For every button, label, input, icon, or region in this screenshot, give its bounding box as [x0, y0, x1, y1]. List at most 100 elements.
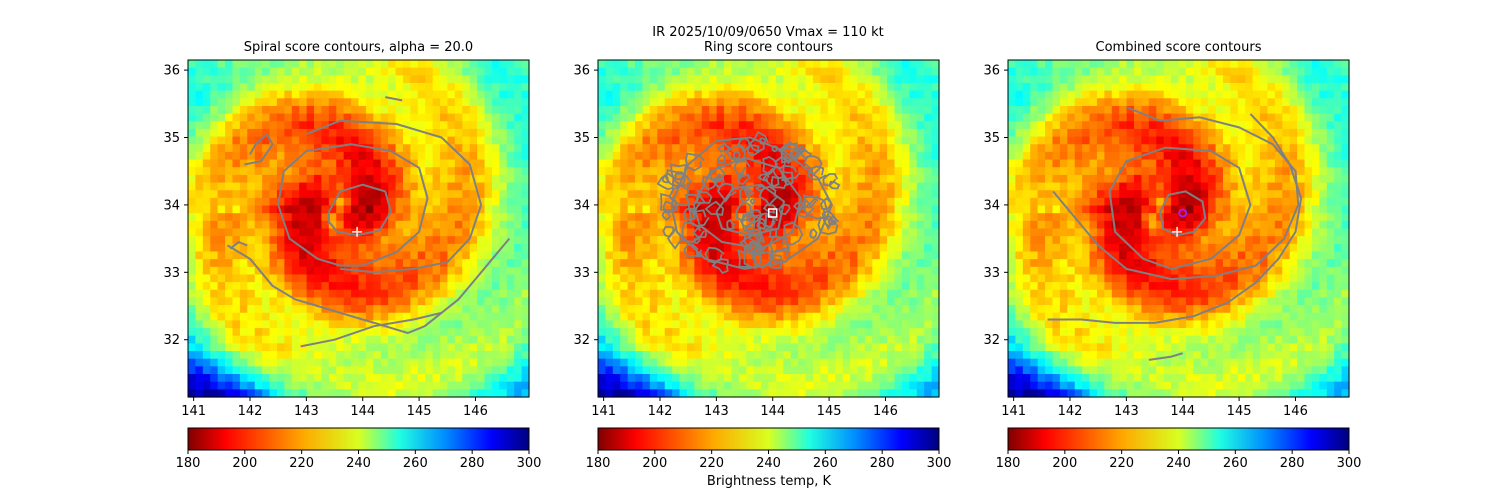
- heat-cell: [612, 205, 621, 214]
- heat-cell: [1089, 128, 1098, 138]
- heat-cell: [924, 113, 933, 122]
- heat-cell: [514, 259, 523, 268]
- heat-cell: [469, 144, 478, 153]
- heat-cell: [627, 381, 636, 390]
- heat-cell: [627, 366, 636, 375]
- heat-cell: [328, 128, 337, 138]
- heat-cell: [679, 251, 688, 260]
- heat-cell: [1082, 167, 1091, 176]
- heat-cell: [351, 251, 360, 260]
- heat-cell: [724, 75, 733, 84]
- heat-cell: [225, 136, 234, 145]
- heat-cell: [916, 128, 925, 138]
- heat-cell: [931, 312, 940, 322]
- heat-cell: [195, 259, 204, 268]
- heat-cell: [724, 197, 733, 207]
- heat-cell: [291, 289, 300, 299]
- heat-cell: [447, 167, 456, 176]
- heat-cell: [499, 174, 508, 184]
- heat-cell: [738, 274, 747, 283]
- heat-cell: [506, 144, 515, 153]
- heat-cell: [395, 113, 404, 122]
- heat-cell: [232, 190, 241, 199]
- heat-cell: [351, 243, 360, 253]
- heat-cell: [1059, 136, 1068, 145]
- heat-cell: [306, 82, 315, 92]
- heat-cell: [454, 289, 463, 299]
- heat-cell: [916, 213, 925, 222]
- heat-cell: [491, 389, 500, 398]
- heat-cell: [649, 151, 658, 161]
- heat-cell: [901, 98, 910, 107]
- heat-cell: [1274, 113, 1283, 122]
- heat-cell: [314, 82, 323, 92]
- heat-cell: [672, 374, 681, 383]
- heat-cell: [746, 98, 755, 107]
- heat-cell: [477, 190, 486, 199]
- heat-cell: [247, 228, 256, 237]
- heat-cell: [1148, 144, 1157, 153]
- heat-cell: [850, 98, 859, 107]
- heat-cell: [746, 136, 755, 145]
- heat-cell: [440, 266, 449, 276]
- heat-cell: [924, 335, 933, 344]
- ring-noise-contour: [780, 142, 800, 165]
- heat-cell: [931, 389, 940, 398]
- heat-cell: [358, 136, 367, 145]
- heat-cell: [672, 266, 681, 276]
- heat-cell: [247, 128, 256, 138]
- heat-cell: [395, 374, 404, 383]
- heat-cell: [835, 151, 844, 161]
- heat-cell: [395, 335, 404, 344]
- heat-cell: [1008, 113, 1017, 122]
- heat-cell: [620, 197, 629, 207]
- heat-cell: [314, 190, 323, 199]
- heat-cell: [694, 335, 703, 344]
- heat-cell: [931, 151, 940, 161]
- heat-cell: [306, 205, 315, 214]
- heat-cell: [901, 205, 910, 214]
- heat-cell: [1267, 167, 1276, 176]
- heat-cell: [798, 259, 807, 268]
- heat-cell: [827, 274, 836, 283]
- heat-cell: [909, 320, 918, 329]
- heat-cell: [291, 305, 300, 314]
- heat-cell: [262, 128, 271, 138]
- heat-cell: [328, 182, 337, 191]
- heat-cell: [916, 374, 925, 383]
- heat-cell: [477, 374, 486, 383]
- heat-cell: [790, 67, 799, 76]
- heat-cell: [321, 98, 330, 107]
- heat-cell: [276, 60, 285, 69]
- heat-cell: [835, 366, 844, 375]
- heat-cell: [188, 60, 197, 69]
- heat-cell: [686, 90, 695, 99]
- heat-cell: [657, 121, 666, 130]
- heat-cell: [657, 358, 666, 367]
- heat-cell: [217, 60, 226, 69]
- heat-cell: [724, 113, 733, 122]
- heat-cell: [620, 213, 629, 222]
- heat-cell: [835, 136, 844, 145]
- heat-cell: [380, 236, 389, 245]
- heat-cell: [768, 328, 777, 337]
- heat-cell: [649, 358, 658, 367]
- heat-cell: [232, 343, 241, 352]
- heat-cell: [417, 151, 426, 161]
- heat-cell: [1341, 113, 1350, 122]
- heat-cell: [269, 343, 278, 352]
- heat-cell: [1252, 167, 1261, 176]
- heat-cell: [1082, 105, 1091, 115]
- heat-cell: [894, 351, 903, 360]
- heat-cell: [239, 67, 248, 76]
- heat-cell: [931, 220, 940, 230]
- heat-cell: [417, 243, 426, 253]
- heat-cell: [491, 289, 500, 299]
- heat-cell: [664, 113, 673, 122]
- heat-cell: [343, 305, 352, 314]
- heat-cell: [1015, 98, 1024, 107]
- heat-cell: [775, 159, 784, 168]
- heat-cell: [701, 128, 710, 138]
- heat-cell: [1037, 174, 1046, 184]
- heat-cell: [916, 159, 925, 168]
